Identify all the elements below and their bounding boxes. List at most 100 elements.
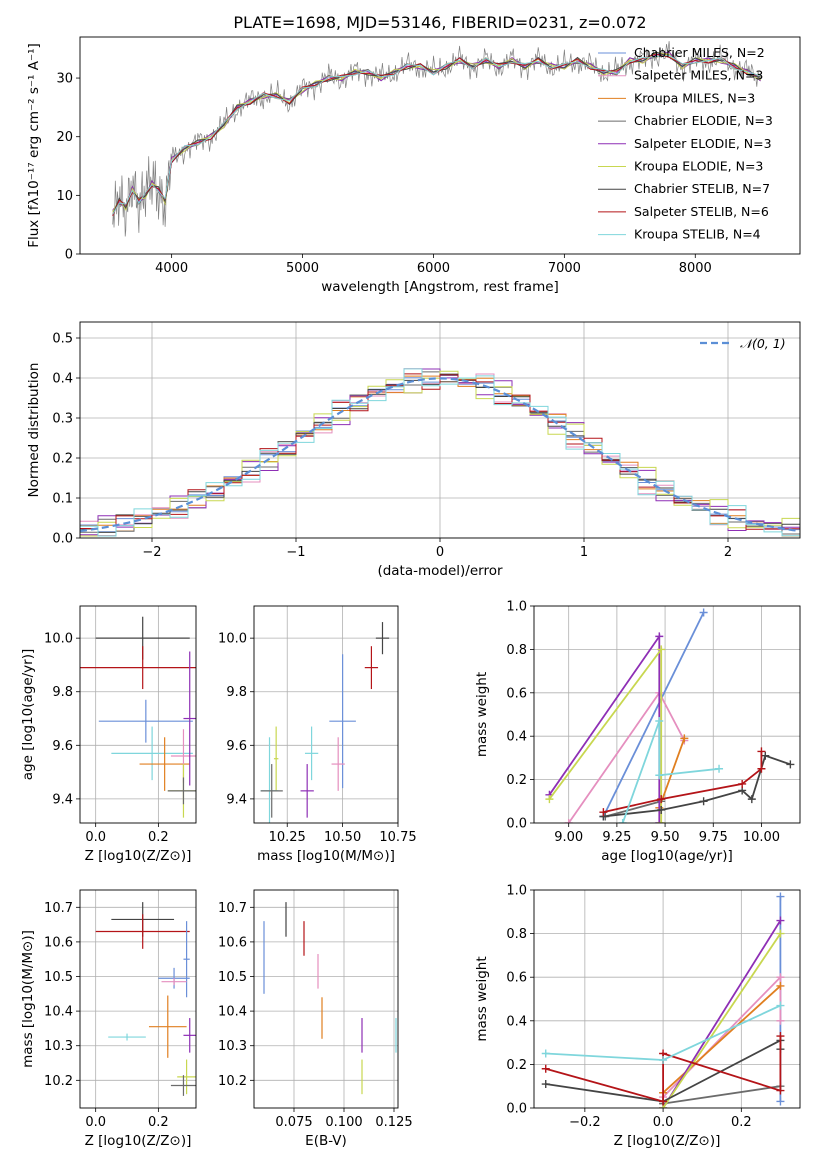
axes-frame (533, 889, 801, 1109)
y-tick-label: 10.2 (44, 1074, 73, 1089)
x-axis-label: Z [log10(Z/Z⊙)] (85, 1133, 192, 1149)
plus-marker (599, 808, 608, 817)
y-tick-label: 10.6 (44, 935, 73, 950)
legend-label: Kroupa MILES, N=3 (634, 90, 755, 105)
plus-marker (776, 1086, 785, 1095)
legend-label: Chabrier STELIB, N=7 (634, 181, 770, 196)
y-tick-label: 0.2 (506, 1058, 527, 1073)
x-axis-label: Z [log10(Z/Z⊙)] (85, 848, 192, 864)
x-tick-label: 0.0 (653, 1115, 674, 1130)
mass-weight-line (621, 720, 720, 823)
residual-histogram (80, 375, 800, 533)
y-tick-label: 1.0 (506, 884, 527, 899)
x-tick-label: 9.00 (554, 830, 583, 845)
y-tick-label: 10.0 (44, 632, 73, 647)
y-tick-label: 0 (65, 248, 73, 263)
plot-area-age_vs_mass (254, 606, 398, 823)
x-tick-label: 0.0 (85, 1115, 106, 1130)
x-axis-label: wavelength [Angstrom, rest frame] (321, 279, 559, 295)
y-tick-label: 9.8 (226, 685, 247, 700)
plus-marker (776, 1032, 785, 1041)
y-tick-label: 10.3 (44, 1039, 73, 1054)
x-tick-label: 0 (436, 545, 444, 560)
y-tick-label: 10.2 (218, 1074, 247, 1089)
x-tick-label: 8000 (679, 261, 712, 276)
x-tick-label: 10.50 (324, 830, 361, 845)
y-tick-label: 0.4 (506, 1014, 527, 1029)
plus-marker (618, 819, 627, 823)
residual-histogram (80, 373, 800, 535)
plus-marker (680, 734, 689, 743)
mass-weight-line (662, 1085, 781, 1105)
plus-marker (657, 645, 666, 654)
legend-label: Chabrier ELODIE, N=3 (634, 113, 773, 128)
plus-marker (699, 608, 708, 617)
y-tick-label: 10.4 (44, 1005, 73, 1020)
x-tick-label: 10.25 (269, 830, 306, 845)
y-tick-label: 9.6 (52, 739, 73, 754)
mass-weight-line (603, 751, 763, 813)
y-tick-label: 0.1 (52, 492, 73, 507)
plus-marker (776, 916, 785, 925)
plus-marker (655, 717, 664, 726)
y-tick-label: 20 (56, 130, 73, 145)
plus-marker (655, 632, 664, 641)
legend-label: Salpeter MILES, N=3 (634, 68, 763, 83)
plot-area-mass_vs_EBV (254, 890, 398, 1108)
y-tick-label: 0.4 (52, 372, 73, 387)
axes-frame (79, 321, 801, 539)
plus-marker (786, 760, 795, 769)
y-tick-label: 9.4 (226, 792, 247, 807)
plot-area-massweight_vs_age (534, 606, 800, 823)
plus-marker (541, 1064, 550, 1073)
x-axis-label: Z [log10(Z/Z⊙)] (614, 1133, 721, 1149)
legend-label: Chabrier MILES, N=2 (634, 45, 765, 60)
mass-weight-line (662, 985, 782, 1094)
residual-histogram (80, 370, 800, 537)
y-tick-label: 10.7 (218, 901, 247, 916)
mass-weight-line (662, 933, 782, 1108)
plus-marker (757, 747, 766, 756)
plus-marker (747, 795, 756, 804)
x-tick-label: 0.125 (375, 1115, 412, 1130)
y-tick-label: 10.6 (218, 935, 247, 950)
legend-label: Kroupa ELODIE, N=3 (634, 159, 763, 174)
residual-histogram (80, 368, 800, 537)
legend-label: Salpeter STELIB, N=6 (634, 204, 769, 219)
y-tick-label: 0.0 (52, 532, 73, 547)
x-axis-label: mass [log10(M/M⊙)] (257, 848, 395, 864)
mass-weight-line (662, 920, 782, 1108)
plus-marker (738, 779, 747, 788)
x-tick-label: 5000 (286, 261, 319, 276)
x-tick-label: 10.00 (743, 830, 780, 845)
y-tick-label: 9.6 (226, 739, 247, 754)
y-axis-label: mass weight (474, 672, 490, 757)
plot-area-residuals (80, 322, 800, 538)
axes-frame (253, 889, 399, 1109)
residual-histogram (80, 373, 800, 537)
plus-marker (757, 764, 766, 773)
y-tick-label: 0.8 (506, 643, 527, 658)
x-tick-label: 0.2 (148, 830, 169, 845)
y-axis-label: mass [log10(M/M⊙)] (20, 930, 36, 1068)
y-tick-label: 10.0 (218, 632, 247, 647)
plus-marker (761, 751, 770, 760)
x-tick-label: 2 (724, 545, 732, 560)
y-tick-label: 9.4 (52, 792, 73, 807)
y-tick-label: 0.6 (506, 971, 527, 986)
x-tick-label: 0.2 (731, 1115, 752, 1130)
x-tick-label: 9.50 (651, 830, 680, 845)
plus-marker (776, 981, 785, 990)
y-tick-label: 10 (56, 189, 73, 204)
mass-weight-line (603, 754, 791, 818)
x-tick-label: 0.2 (148, 1115, 169, 1130)
x-tick-label: 4000 (155, 261, 188, 276)
y-tick-label: 0.2 (506, 773, 527, 788)
legend-label: Kroupa STELIB, N=4 (634, 227, 761, 242)
y-axis-label: mass weight (474, 956, 490, 1041)
y-tick-label: 0.5 (52, 332, 73, 347)
x-tick-label: 10.75 (379, 830, 416, 845)
plus-marker (659, 1056, 668, 1065)
plot-area-spectrum (112, 41, 761, 237)
